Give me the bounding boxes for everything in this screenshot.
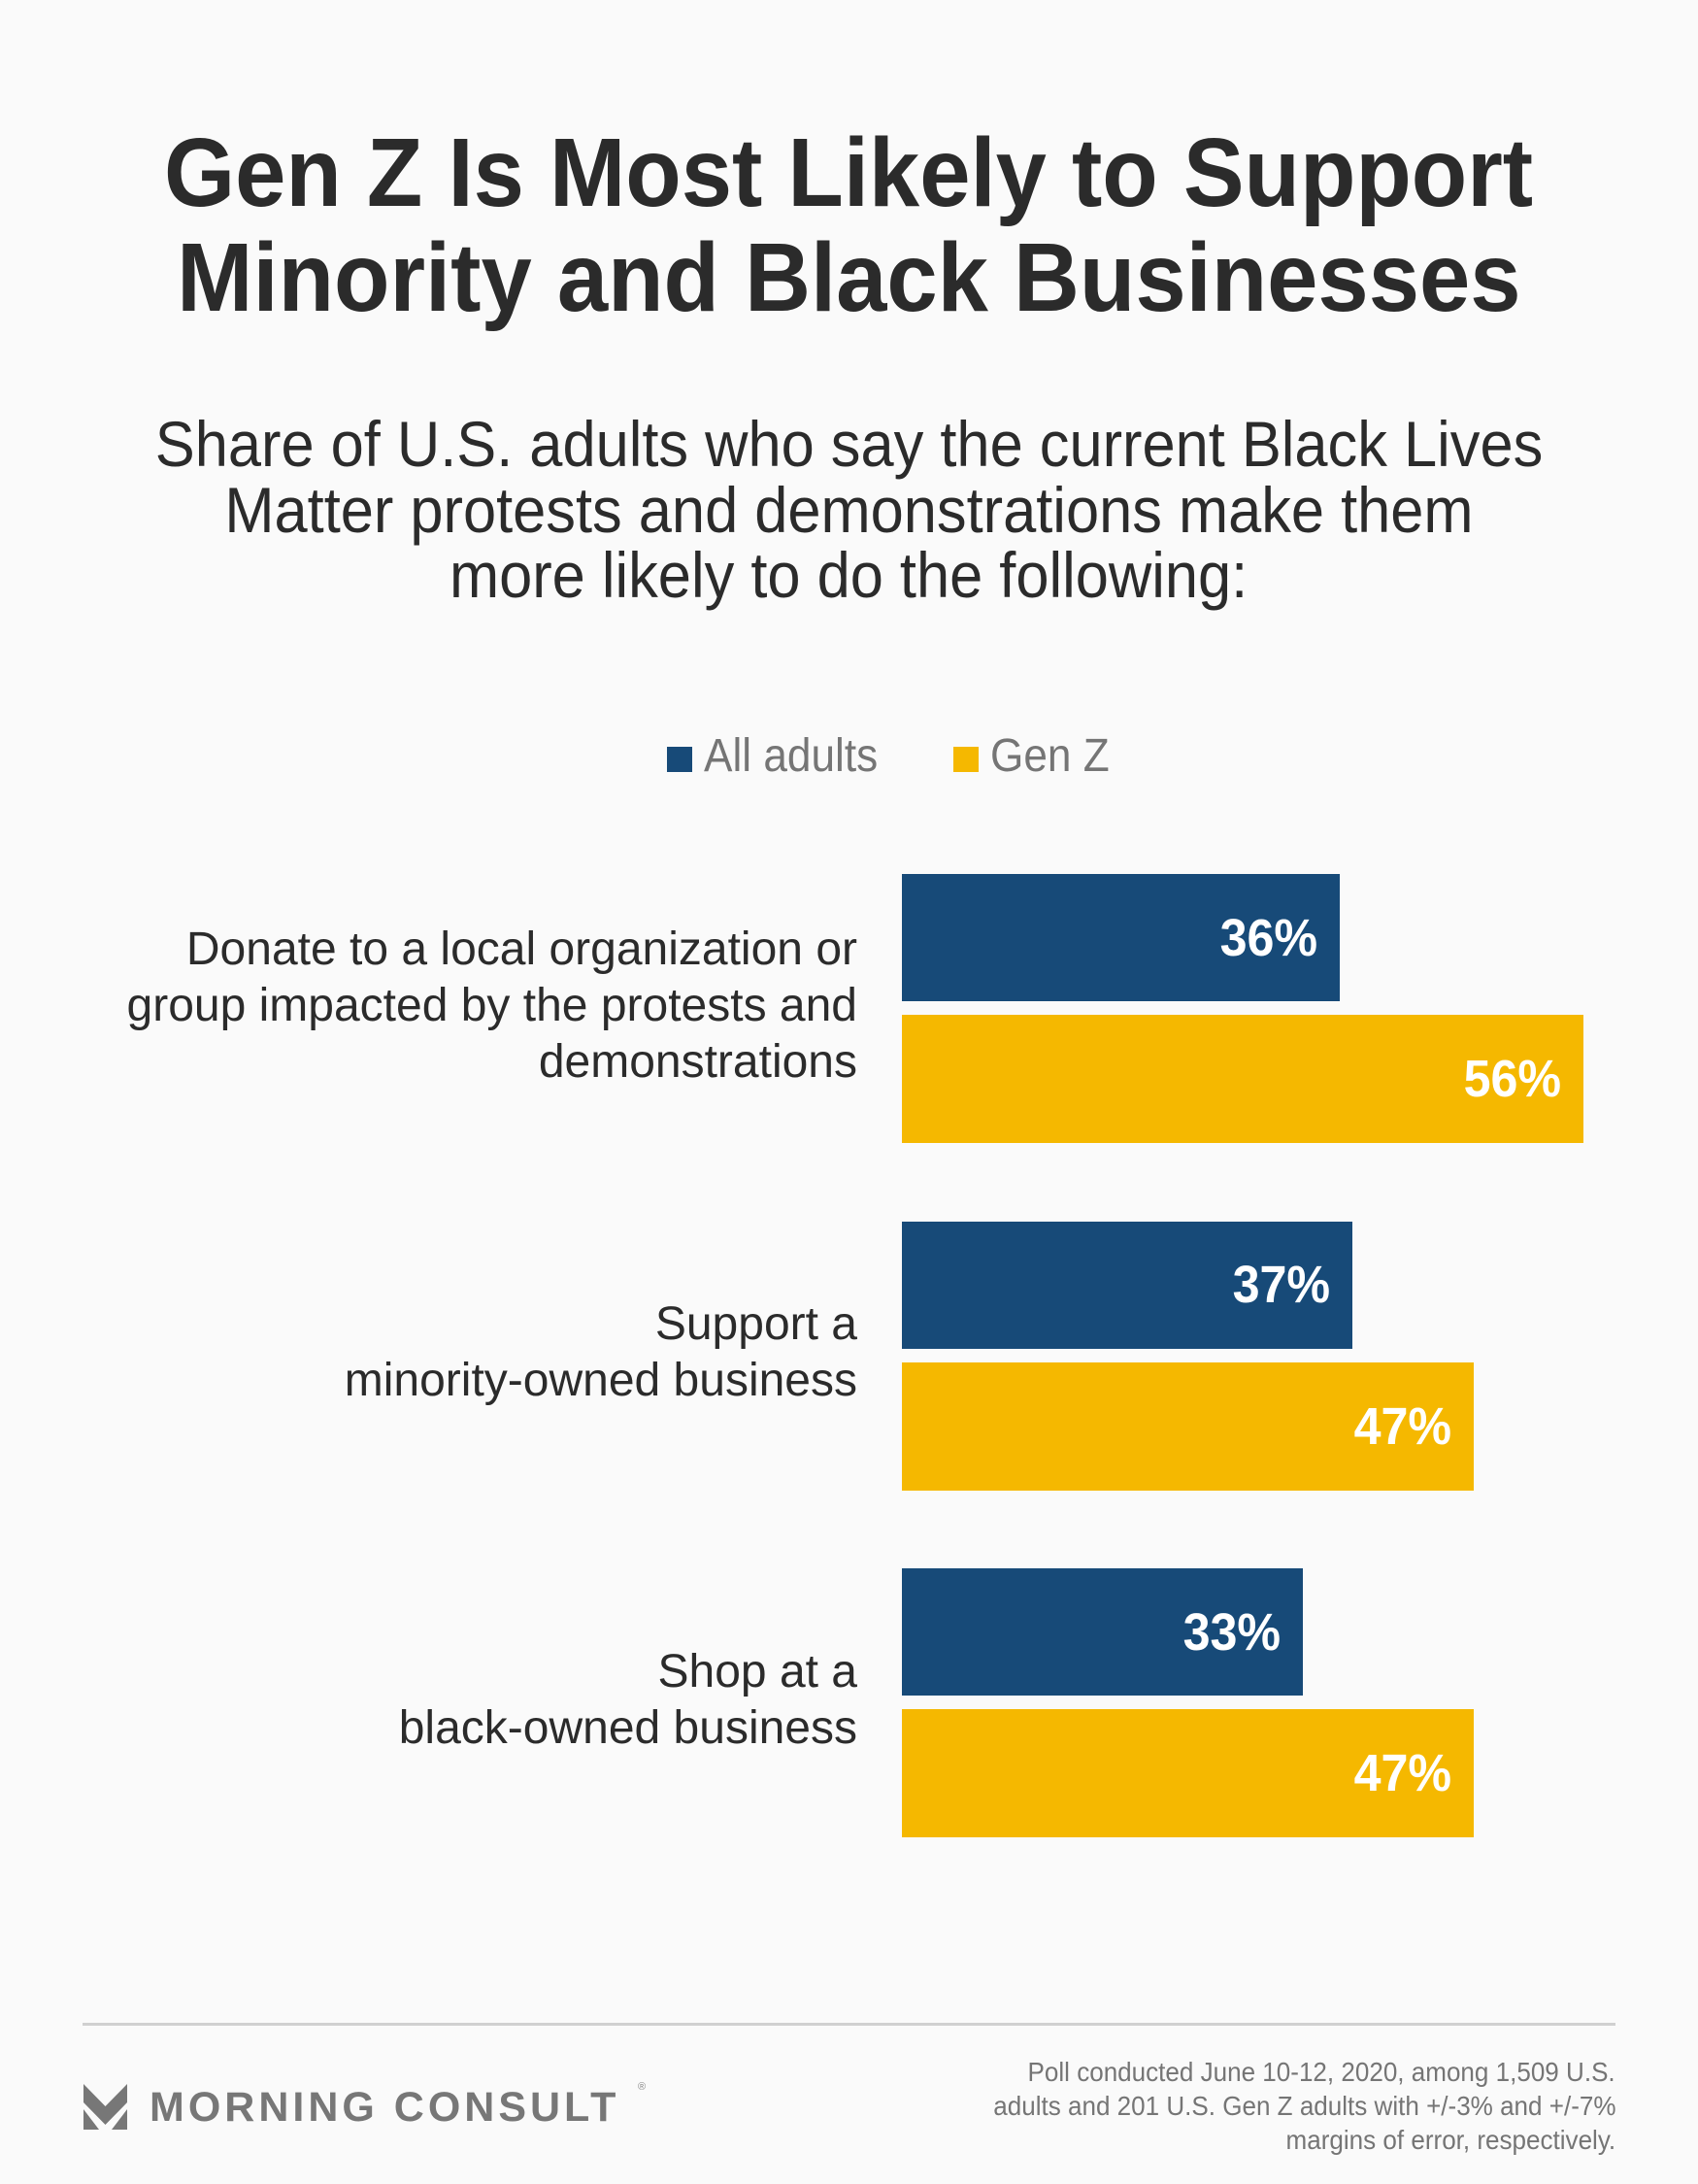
note-line: margins of error, respectively. [1285, 2125, 1615, 2155]
bar-all-adults: 37% [902, 1221, 1352, 1349]
brand-name: MORNING CONSULT [150, 2084, 620, 2131]
category-label-line: Shop at a [657, 1645, 858, 1697]
methodology-note: Poll conducted June 10-12, 2020, among 1… [742, 2055, 1615, 2157]
note-line: Poll conducted June 10-12, 2020, among 1… [1027, 2057, 1615, 2087]
data-label: 47% [1353, 1396, 1451, 1456]
bar-all-adults: 36% [902, 874, 1341, 1001]
category-label-line: Donate to a local organization or [185, 923, 857, 975]
title-line: Minority and Black Businesses [177, 223, 1521, 332]
data-label: 56% [1463, 1050, 1561, 1108]
legend-swatch-all-adults [667, 747, 692, 772]
data-label: 36% [1219, 908, 1318, 967]
bar-gen-z: 47% [902, 1709, 1474, 1837]
title-line: Gen Z Is Most Likely to Support [164, 118, 1534, 227]
category-label-line: Support a [654, 1298, 857, 1350]
legend-label-all-adults: All adults [704, 730, 879, 782]
note-line: adults and 201 U.S. Gen Z adults with +/… [992, 2091, 1615, 2121]
category-label: Shop at a black-owned business [399, 1644, 857, 1757]
subtitle-line: more likely to do the following: [449, 539, 1249, 611]
category-label-line: group impacted by the protests and [126, 979, 857, 1031]
legend-label-gen-z: Gen Z [990, 730, 1110, 782]
legend-swatch-gen-z [953, 747, 979, 772]
category-label: Support a minority-owned business [345, 1296, 857, 1409]
chart-subtitle: Share of U.S. adults who say the current… [0, 408, 1698, 611]
category-label-line: black-owned business [398, 1701, 857, 1754]
bar-all-adults: 33% [902, 1568, 1304, 1696]
registered-mark: ® [638, 2081, 647, 2093]
data-label: 47% [1353, 1744, 1451, 1802]
morning-consult-chevron-icon [83, 2084, 127, 2130]
footer-divider [83, 2023, 1615, 2026]
bar-gen-z: 56% [902, 1015, 1583, 1143]
category-label-line: demonstrations [538, 1035, 857, 1088]
bar-gen-z: 47% [902, 1361, 1474, 1491]
chart-title: Gen Z Is Most Likely to Support Minority… [0, 120, 1698, 330]
category-label: Donate to a local organization or group i… [127, 922, 857, 1091]
subtitle-line: Share of U.S. adults who say the current… [154, 408, 1544, 480]
subtitle-line: Matter protests and demonstrations make … [224, 473, 1474, 546]
category-label-line: minority-owned business [344, 1355, 857, 1406]
data-label: 37% [1232, 1256, 1330, 1314]
data-label: 33% [1182, 1602, 1282, 1662]
